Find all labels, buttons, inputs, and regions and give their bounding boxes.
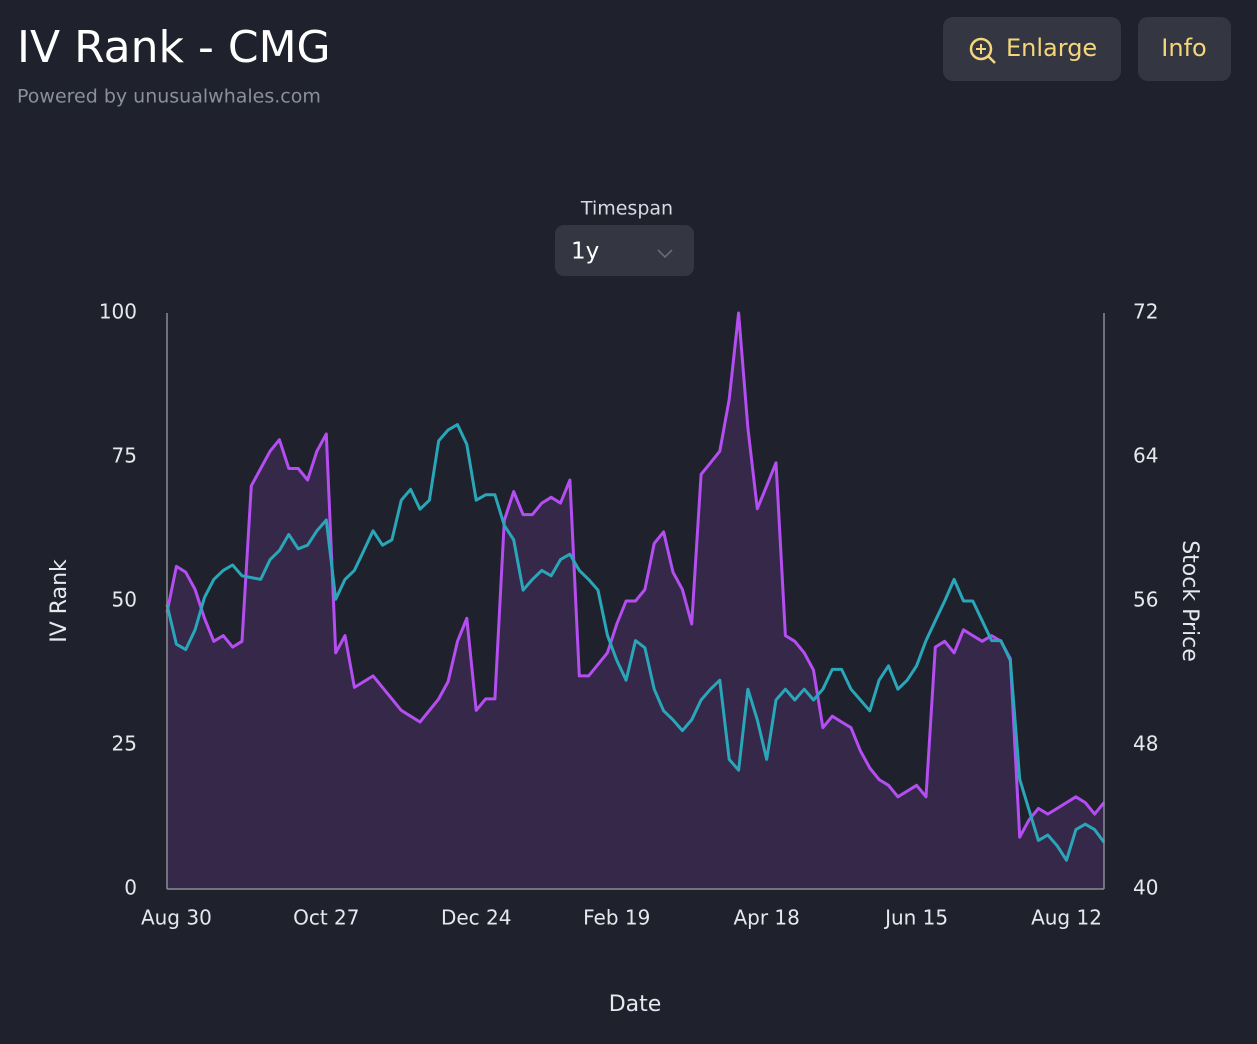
info-button[interactable]: Info xyxy=(1138,17,1231,81)
x-tick-label: Apr 18 xyxy=(733,906,799,930)
x-tick-label: Jun 15 xyxy=(883,906,948,930)
y2-tick-label: 64 xyxy=(1133,444,1158,468)
x-tick-label: Aug 12 xyxy=(1031,906,1102,930)
y-tick-label: 0 xyxy=(124,876,137,900)
x-tick-label: Oct 27 xyxy=(293,906,359,930)
line xyxy=(165,423,1106,862)
y-tick-label: 75 xyxy=(112,444,137,468)
chevron[interactable] xyxy=(657,249,673,259)
timespan-select[interactable]: 1y xyxy=(555,225,694,276)
y-tick-label: 25 xyxy=(112,732,137,756)
chart-title: IV Rank - CMG xyxy=(17,22,331,73)
y-axis-label: IV Rank xyxy=(47,559,72,643)
y2-tick-label: 48 xyxy=(1133,732,1158,756)
y2-tick-label: 56 xyxy=(1133,588,1158,612)
button-bg[interactable] xyxy=(1138,17,1231,81)
y-tick-label: 50 xyxy=(112,588,137,612)
select-value[interactable]: 1y xyxy=(571,239,599,265)
subtitle: Powered by unusualwhales.com xyxy=(17,86,321,108)
y2-axis-label: Stock Price xyxy=(1177,540,1202,662)
x-tick-label: Aug 30 xyxy=(141,906,212,930)
x-tick-label: Feb 19 xyxy=(583,906,650,930)
button-bg[interactable] xyxy=(943,17,1121,81)
select-bg[interactable] xyxy=(555,225,694,276)
y2-tick-label: 40 xyxy=(1133,876,1158,900)
line xyxy=(165,311,1106,839)
button-label[interactable]: Info xyxy=(1161,34,1206,62)
zoom-icon[interactable] xyxy=(987,55,996,64)
x-tick-label: Dec 24 xyxy=(441,906,512,930)
enlarge-button[interactable]: Enlarge xyxy=(943,17,1121,81)
y2-tick-label: 72 xyxy=(1133,300,1158,324)
x-axis-label: Date xyxy=(609,992,662,1017)
y-tick-label: 100 xyxy=(99,300,137,324)
zoom-icon[interactable] xyxy=(969,37,993,61)
timespan-label: Timespan xyxy=(580,198,673,220)
button-label[interactable]: Enlarge xyxy=(1006,34,1097,62)
